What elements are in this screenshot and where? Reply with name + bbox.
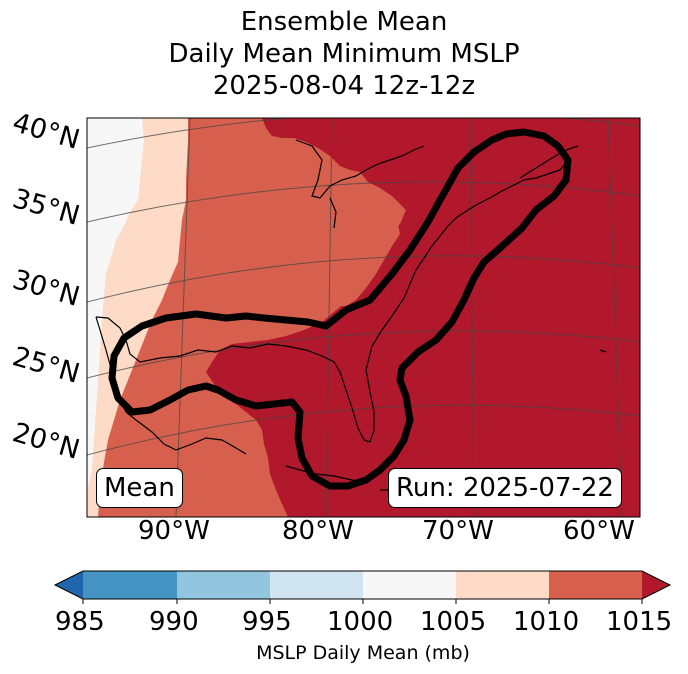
colorbar-label: MSLP Daily Mean (mb) xyxy=(256,642,470,664)
lon-label-70w: 70°W xyxy=(422,516,494,546)
map-area xyxy=(87,118,640,517)
colorbar-swatch-1000-1005 xyxy=(363,571,456,599)
mean-label-box: Mean xyxy=(96,468,183,508)
colorbar-tick-995: 995 xyxy=(242,607,292,637)
colorbar-tick-1000: 1000 xyxy=(327,607,394,637)
colorbar-swatch-985-990 xyxy=(83,571,177,599)
title-line-2: Daily Mean Minimum MSLP xyxy=(168,39,520,69)
coastlines xyxy=(95,139,607,493)
run-date-box: Run: 2025-07-22 xyxy=(388,468,622,508)
title-line-1: Ensemble Mean xyxy=(240,7,448,37)
colorbar-tick-1015: 1015 xyxy=(606,607,673,637)
colorbar-extend-low xyxy=(55,571,83,599)
title-line-3: 2025-08-04 12z-12z xyxy=(212,71,476,101)
colorbar-swatch-990-995 xyxy=(177,571,270,599)
colorbar-tick-985: 985 xyxy=(55,607,105,637)
map-frame xyxy=(86,117,641,518)
colorbar-swatch-1010-1015 xyxy=(549,571,642,599)
pressure-band-notch xyxy=(326,222,400,306)
colorbar-tick-1010: 1010 xyxy=(513,607,580,637)
lon-label-60w: 60°W xyxy=(563,516,635,546)
colorbar-swatch-995-1000 xyxy=(270,571,363,599)
colorbar-extend-high xyxy=(642,571,670,599)
lon-label-80w: 80°W xyxy=(282,516,354,546)
colorbar-tick-990: 990 xyxy=(149,607,199,637)
colorbar-swatch-1005-1010 xyxy=(456,571,549,599)
longitude-gridlines xyxy=(175,118,623,517)
colorbar xyxy=(53,570,672,604)
lon-label-90w: 90°W xyxy=(138,516,210,546)
colorbar-tick-1005: 1005 xyxy=(420,607,487,637)
mslp-contour xyxy=(108,128,572,490)
